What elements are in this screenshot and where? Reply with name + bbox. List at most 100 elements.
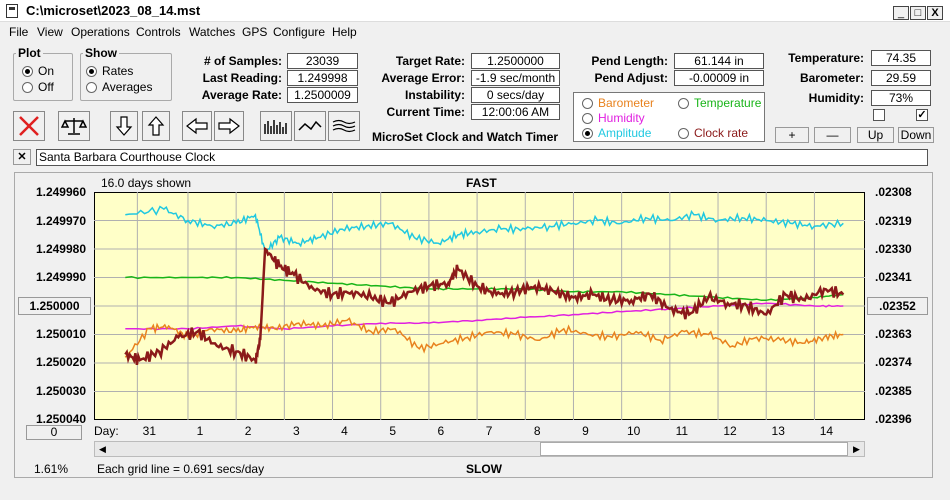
x-tick-label: 7	[485, 424, 493, 438]
center-value-left-button[interactable]: 1.250000	[18, 297, 91, 315]
menu-operations[interactable]: Operations	[71, 25, 130, 39]
bars-view-button[interactable]	[260, 111, 292, 141]
y-tick-left: 1.249990	[35, 270, 86, 284]
menu-help[interactable]: Help	[332, 25, 357, 39]
pend-adjust-value: -0.00009 in	[674, 70, 764, 86]
radio-label: On	[38, 64, 55, 78]
maximize-button[interactable]: □	[910, 6, 926, 20]
y-tick-right: .02374	[875, 355, 912, 369]
x-tick-label: 10	[626, 424, 641, 438]
down-arrow-button[interactable]	[110, 111, 138, 141]
up-button[interactable]: Up	[857, 127, 894, 143]
checkbox-1[interactable]	[873, 109, 885, 121]
line-graph-icon	[298, 120, 322, 131]
app-icon	[6, 4, 18, 18]
left-arrow-button[interactable]	[182, 111, 212, 141]
menu-controls[interactable]: Controls	[136, 25, 181, 39]
menu-gps[interactable]: GPS	[242, 25, 268, 39]
humidity-value: 73%	[871, 90, 931, 106]
center-value-right-button[interactable]: .02352	[867, 297, 928, 315]
close-window-button[interactable]: X	[927, 6, 943, 20]
app-caption: MicroSet Clock and Watch Timer	[372, 130, 559, 144]
arrow-left-icon	[186, 117, 208, 135]
last-reading-label: Last Reading:	[202, 71, 282, 85]
menu-bar: File View Operations Controls Watches GP…	[0, 23, 950, 43]
scroll-right-arrow[interactable]: ▶	[853, 444, 860, 454]
radio-label: Off	[38, 80, 54, 94]
plot-on-radio[interactable]: On	[22, 64, 54, 78]
up-arrow-button[interactable]	[142, 111, 170, 141]
legend-amplitude-radio[interactable]: Amplitude	[582, 126, 651, 140]
radio-dot	[22, 81, 33, 93]
balance-button[interactable]	[58, 111, 90, 141]
y-tick-right: .02308	[875, 185, 912, 199]
red-x-icon	[19, 116, 39, 136]
menu-watches[interactable]: Watches	[189, 25, 236, 39]
right-arrow-button[interactable]	[214, 111, 244, 141]
radio-dot	[22, 65, 33, 77]
window-title: C:\microset\2023_08_14.mst	[26, 3, 201, 18]
x-tick-label: 12	[723, 424, 737, 438]
smooth-view-button[interactable]	[328, 111, 360, 141]
target-rate-label: Target Rate:	[395, 54, 465, 68]
legend-clock-rate-label: Clock rate	[694, 126, 749, 140]
show-group-title: Show	[85, 46, 117, 60]
legend-temperature-label: Temperature	[694, 96, 762, 110]
checkbox-2[interactable]: ✓	[916, 109, 928, 121]
x-tick-label: 31	[142, 424, 157, 438]
legend-clock-rate-radio[interactable]: Clock rate	[678, 126, 748, 140]
fast-label: FAST	[466, 176, 497, 190]
last-reading-value: 1.249998	[287, 70, 358, 86]
horizontal-scrollbar[interactable]: ◀ ▶	[94, 441, 865, 457]
arrow-up-icon	[147, 116, 165, 136]
show-group: Show	[80, 46, 172, 101]
instability-label: Instability:	[404, 88, 465, 102]
legend-barometer-label: Barometer	[598, 96, 655, 110]
show-rates-radio[interactable]: Rates	[86, 64, 133, 78]
zero-button[interactable]: 0	[26, 425, 82, 440]
menu-view[interactable]: View	[37, 25, 63, 39]
show-averages-radio[interactable]: Averages	[86, 80, 152, 94]
line-view-button[interactable]	[294, 111, 326, 141]
x-tick-label: 8	[533, 424, 541, 438]
scroll-left-arrow[interactable]: ◀	[99, 444, 106, 454]
plus-button[interactable]: +	[775, 127, 809, 143]
y-tick-right: .02363	[875, 327, 912, 341]
menu-configure[interactable]: Configure	[273, 25, 326, 39]
radio-dot	[86, 65, 97, 77]
stop-button[interactable]	[13, 111, 45, 141]
plot-off-radio[interactable]: Off	[22, 80, 54, 94]
radio-label: Averages	[102, 80, 153, 94]
plot-grid	[94, 192, 865, 420]
y-tick-left: 1.250020	[35, 355, 86, 369]
days-shown-label: 16.0 days shown	[101, 176, 192, 190]
scroll-thumb[interactable]	[540, 442, 848, 456]
legend-barometer-radio[interactable]: Barometer	[582, 96, 654, 110]
legend-humidity-radio[interactable]: Humidity	[582, 111, 645, 125]
x-tick-label: 6	[437, 424, 445, 438]
bar-graph-icon	[264, 120, 287, 134]
samples-value: 23039	[287, 53, 358, 69]
y-tick-left: 1.250010	[35, 327, 86, 341]
plot-group: Plot	[13, 46, 73, 101]
y-tick-right: .02319	[875, 214, 912, 228]
menu-file[interactable]: File	[9, 25, 29, 39]
radio-dot	[678, 127, 689, 139]
y-tick-right: .02396	[875, 412, 912, 426]
close-clock-button[interactable]: ✕	[13, 149, 31, 165]
radio-dot	[86, 81, 97, 93]
minus-button[interactable]: —	[814, 127, 851, 143]
wave-lines-icon	[332, 119, 356, 133]
pend-length-value: 61.144 in	[674, 53, 764, 69]
y-tick-right: .02341	[875, 270, 912, 284]
down-button[interactable]: Down	[898, 127, 934, 143]
target-rate-value[interactable]: 1.2500000	[471, 53, 560, 69]
arrow-right-icon	[218, 117, 240, 135]
arrow-down-icon	[115, 116, 133, 136]
legend-temperature-radio[interactable]: Temperature	[678, 96, 761, 110]
clock-name-field[interactable]: Santa Barbara Courthouse Clock	[36, 149, 928, 166]
minimize-button[interactable]: _	[893, 6, 909, 20]
series-line-temperature	[125, 275, 844, 302]
instability-value: 0 secs/day	[471, 87, 560, 103]
y-tick-right: .02385	[875, 384, 912, 398]
